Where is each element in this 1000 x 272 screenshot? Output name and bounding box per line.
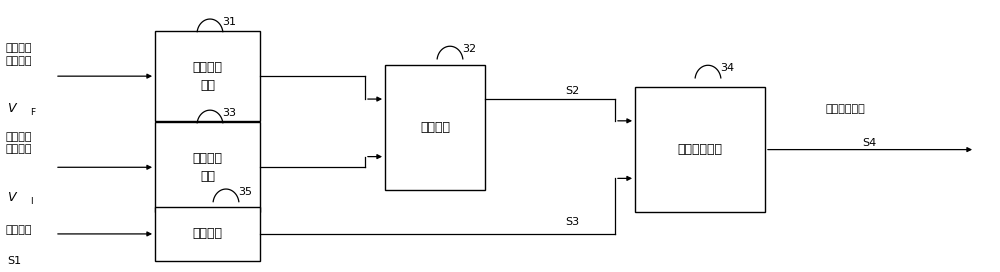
Text: 比例积分
环节: 比例积分 环节 bbox=[192, 152, 222, 183]
Text: 32: 32 bbox=[462, 44, 476, 54]
Text: 激励电压
反馈信号: 激励电压 反馈信号 bbox=[5, 43, 32, 66]
Text: 35: 35 bbox=[238, 187, 252, 197]
Text: I: I bbox=[30, 197, 33, 206]
Bar bbox=[155, 31, 260, 121]
Text: S2: S2 bbox=[565, 86, 579, 96]
Text: 调制比较环节: 调制比较环节 bbox=[678, 143, 722, 156]
Text: 积分环节: 积分环节 bbox=[192, 227, 222, 240]
Bar bbox=[155, 207, 260, 261]
Text: 方波调制信号: 方波调制信号 bbox=[825, 104, 865, 114]
Text: 相加环节: 相加环节 bbox=[420, 121, 450, 134]
Text: 方波信号: 方波信号 bbox=[5, 225, 32, 235]
Text: 31: 31 bbox=[222, 17, 236, 27]
Text: 33: 33 bbox=[222, 108, 236, 118]
Bar bbox=[155, 122, 260, 212]
Text: S1: S1 bbox=[7, 256, 21, 265]
Bar bbox=[385, 65, 485, 190]
Text: S4: S4 bbox=[862, 138, 876, 148]
Text: F: F bbox=[30, 108, 35, 118]
Text: 激励电流
反馈信号: 激励电流 反馈信号 bbox=[5, 132, 32, 154]
Text: 比例积分
环节: 比例积分 环节 bbox=[192, 61, 222, 92]
Text: V: V bbox=[7, 191, 16, 204]
Text: V: V bbox=[7, 102, 16, 115]
Bar bbox=[635, 87, 765, 212]
Text: 34: 34 bbox=[720, 63, 734, 73]
Text: S3: S3 bbox=[565, 217, 579, 227]
